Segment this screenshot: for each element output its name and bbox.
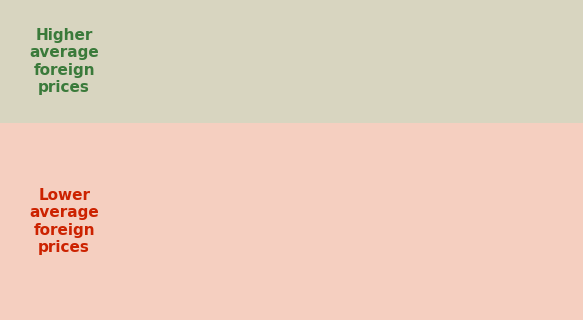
Text: 0.62: 0.62: [273, 162, 311, 177]
Text: Higher
average
foreign
prices: Higher average foreign prices: [29, 28, 99, 95]
Text: Lower
average
foreign
prices: Lower average foreign prices: [29, 188, 99, 255]
Bar: [153, 161, 213, 274]
Bar: [371, 232, 431, 274]
Bar: [128, 123, 566, 282]
Text: 0.75: 0.75: [164, 143, 202, 158]
Text: 0.28: 0.28: [382, 214, 420, 229]
Text: 1.57: 1.57: [492, 19, 529, 34]
Bar: [262, 180, 322, 274]
Bar: [481, 37, 541, 274]
Bar: [128, 10, 566, 123]
